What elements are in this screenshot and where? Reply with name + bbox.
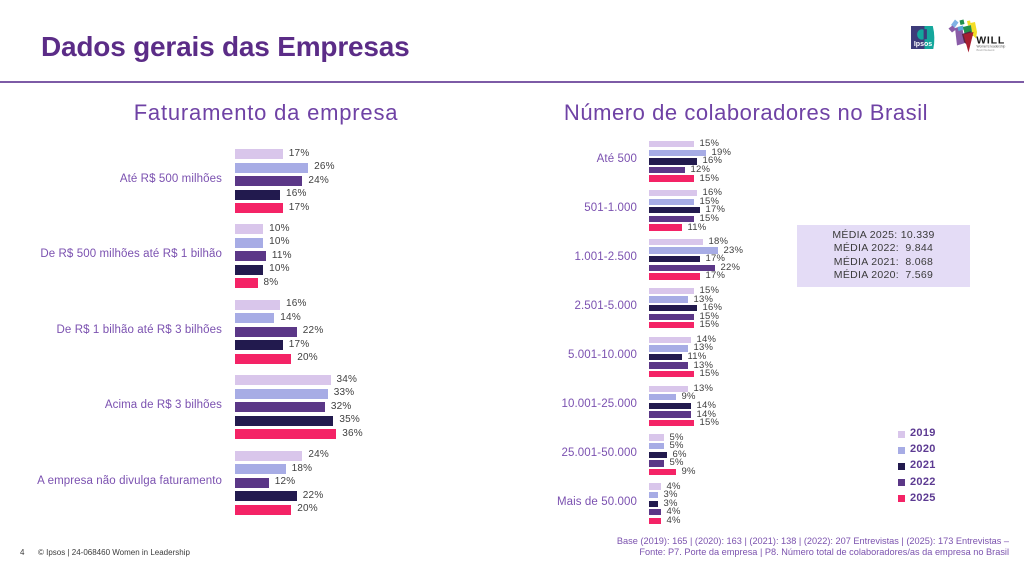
svg-text:WILL: WILL: [976, 34, 1005, 46]
svg-text:Brazil Network: Brazil Network: [977, 48, 996, 52]
svg-text:Ipsos: Ipsos: [914, 41, 932, 48]
svg-text:Women's leadership: Women's leadership: [977, 45, 1006, 49]
